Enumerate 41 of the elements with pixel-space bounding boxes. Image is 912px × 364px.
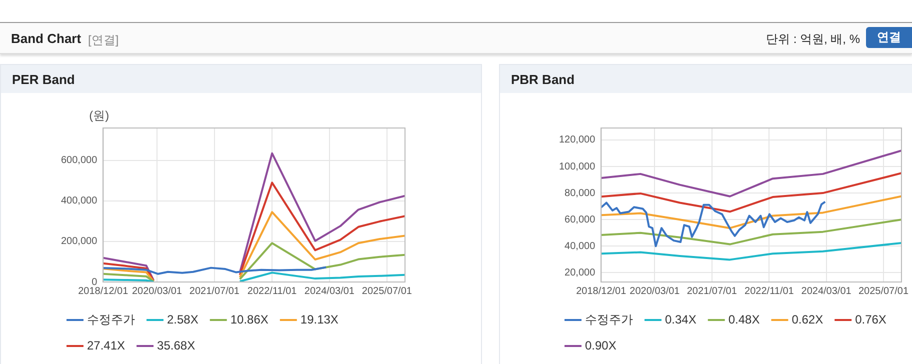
- legend-label: 수정주가: [585, 312, 633, 326]
- x-tick-label: 2018/12/01: [78, 286, 129, 297]
- legend-label: 35.68X: [157, 338, 196, 352]
- legend-label: 수정주가: [87, 312, 135, 326]
- legend-label: 0.76X: [855, 312, 886, 326]
- x-tick-label: 2022/11/01: [247, 286, 298, 297]
- legend-label: 0.62X: [792, 312, 824, 326]
- y-tick-label: 120,000: [558, 134, 596, 146]
- x-tick-label: 2020/03/01: [630, 286, 680, 297]
- x-tick-label: 2022/11/01: [744, 286, 794, 297]
- legend-label: 0.34X: [665, 312, 696, 326]
- legend-label: 0.90X: [585, 338, 616, 352]
- legend-label: 0.48X: [728, 312, 760, 326]
- y-tick-label: 100,000: [558, 161, 596, 172]
- x-tick-label: 2018/12/01: [576, 286, 627, 297]
- y-tick-label: 80,000: [564, 188, 596, 199]
- text: Band Chart: [11, 31, 82, 46]
- x-tick-label: 2024/03/01: [801, 286, 852, 297]
- x-tick-label: 2025/07/01: [858, 286, 909, 297]
- y-tick-label: 60,000: [564, 214, 596, 226]
- legend-label: 27.41X: [87, 338, 126, 352]
- legend-label: 10.86X: [230, 312, 268, 326]
- x-tick-label: 2020/03/01: [132, 286, 182, 297]
- legend-label: 2.58X: [167, 312, 198, 326]
- y-tick-label: 40,000: [564, 240, 596, 252]
- text: [연결]: [88, 32, 119, 49]
- x-tick-label: 2025/07/01: [362, 286, 412, 297]
- y-tick-label: 0: [92, 276, 98, 288]
- text: 단위 : 억원, 배, %: [766, 31, 860, 48]
- text: 연결: [866, 27, 912, 48]
- y-tick-label: 600,000: [60, 155, 98, 166]
- x-tick-label: 2024/03/01: [304, 286, 355, 297]
- y-tick-label: 20,000: [564, 267, 596, 278]
- chart-title: PER Band: [12, 72, 75, 87]
- legend-label: 19.13X: [300, 312, 338, 326]
- y-tick-label: 200,000: [60, 236, 98, 248]
- y-axis-title: (원): [89, 108, 110, 122]
- chart-title: PBR Band: [511, 72, 575, 87]
- x-tick-label: 2021/07/01: [686, 286, 738, 297]
- y-tick-label: 400,000: [60, 196, 98, 207]
- x-tick-label: 2021/07/01: [189, 286, 240, 297]
